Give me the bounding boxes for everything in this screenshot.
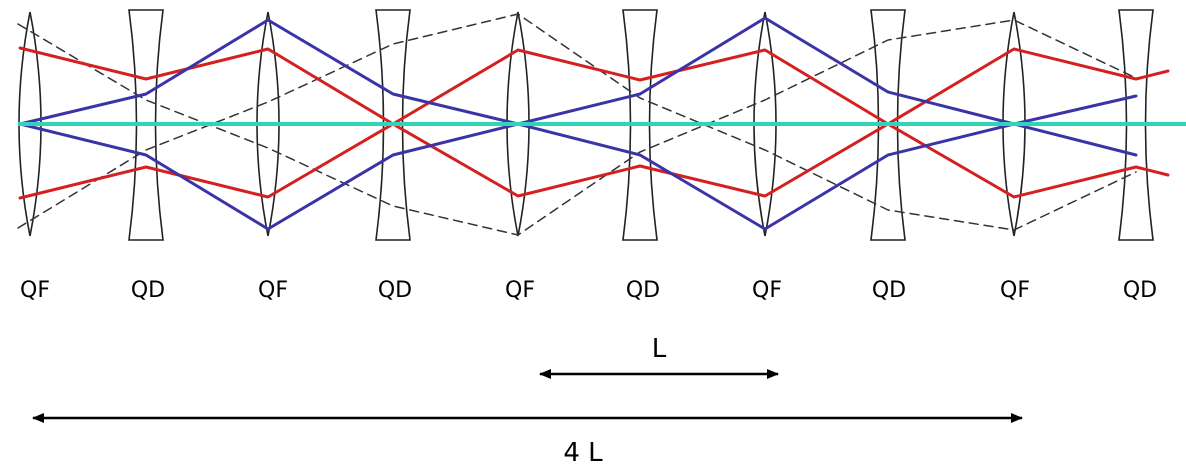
focusing-lens <box>18 11 42 237</box>
lens-label: QD <box>1122 278 1158 303</box>
lens-label: QD <box>871 278 907 303</box>
lens-label: QF <box>258 278 288 303</box>
red-ray-lower <box>18 122 1170 200</box>
red-ray-upper <box>18 46 1170 126</box>
blue-ray-lower <box>18 122 1138 231</box>
length-4l-label: 4 L <box>563 438 603 468</box>
focusing-lens <box>1002 11 1026 237</box>
lens-label: QF <box>20 278 50 303</box>
focusing-lens <box>256 11 280 237</box>
lens-group <box>18 9 1154 241</box>
lens-label: QD <box>625 278 661 303</box>
focusing-lens <box>506 11 530 237</box>
focusing-lens <box>753 11 777 237</box>
lens-label: QF <box>505 278 535 303</box>
lens-label: QF <box>752 278 782 303</box>
defocusing-lens <box>128 9 164 241</box>
defocusing-lens <box>1118 9 1154 241</box>
dimension-arrows <box>32 369 1023 423</box>
length-l-label: L <box>651 334 667 364</box>
defocusing-lens <box>622 9 658 241</box>
ray-group <box>18 16 1170 231</box>
blue-ray-upper <box>18 16 1138 126</box>
lens-label: QF <box>1000 278 1030 303</box>
dashed-ray-upper <box>17 19 1137 236</box>
lens-label: QD <box>130 278 166 303</box>
lens-label: QD <box>377 278 413 303</box>
